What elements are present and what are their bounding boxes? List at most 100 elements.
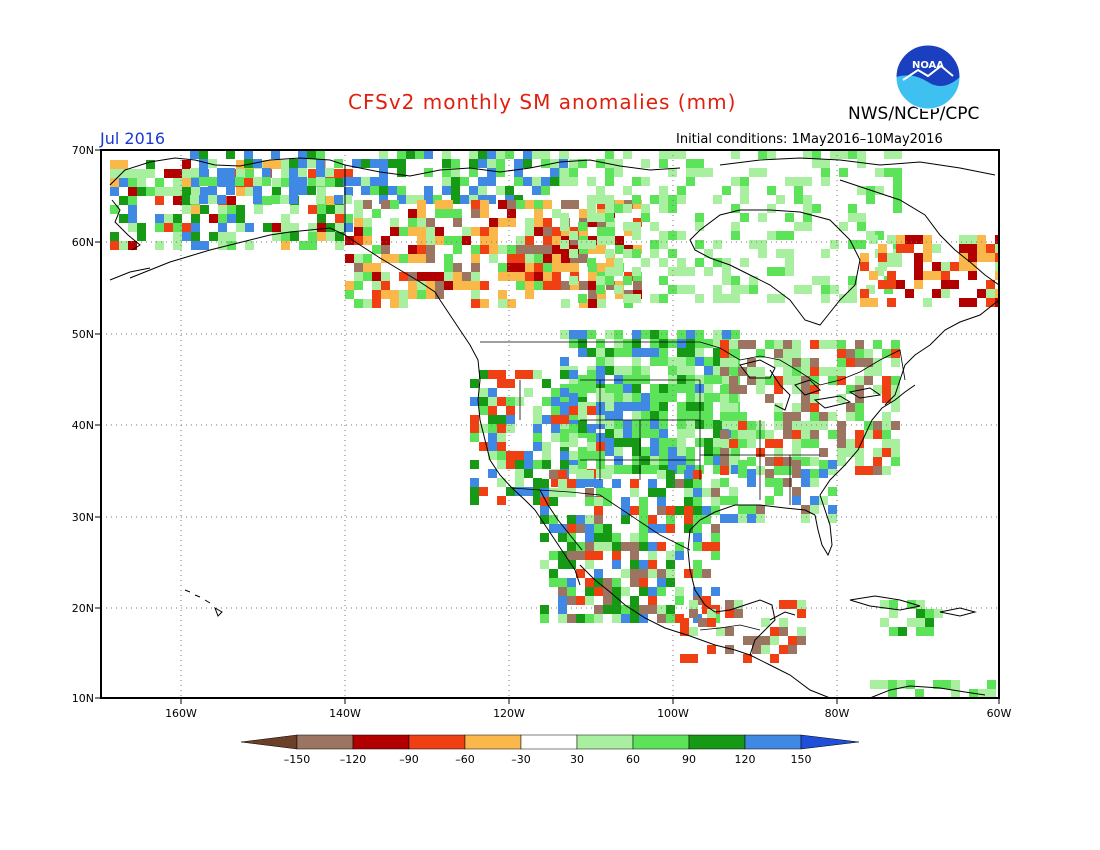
anomaly-cell (363, 299, 372, 308)
anomaly-cell (612, 533, 621, 542)
anomaly-cell (533, 460, 542, 469)
anomaly-cell (896, 235, 905, 244)
anomaly-cell (855, 385, 864, 394)
anomaly-cell (262, 177, 271, 186)
anomaly-cell (623, 384, 632, 393)
anomaly-cell (263, 160, 272, 169)
anomaly-cell (469, 168, 478, 177)
anomaly-cell (525, 281, 534, 290)
anomaly-cell (399, 254, 408, 263)
anomaly-cell (695, 357, 704, 366)
anomaly-cell (810, 430, 819, 439)
anomaly-cell (686, 159, 695, 168)
anomaly-cell (208, 159, 217, 168)
anomaly-cell (650, 420, 659, 429)
anomaly-cell (533, 478, 542, 487)
anomaly-cell (810, 505, 819, 514)
anomaly-cell (594, 524, 603, 533)
anomaly-cell (828, 514, 837, 523)
anomaly-cell (803, 195, 812, 204)
anomaly-cell (675, 542, 684, 551)
anomaly-cell (614, 420, 623, 429)
anomaly-cell (550, 177, 559, 186)
anomaly-cell (460, 177, 469, 186)
anomaly-cell (507, 263, 516, 272)
anomaly-cell (453, 272, 462, 281)
anomaly-cell (471, 281, 480, 290)
anomaly-cell (905, 235, 914, 244)
anomaly-cell (146, 169, 155, 178)
anomaly-cell (110, 232, 119, 241)
anomaly-cell (585, 560, 594, 569)
anomaly-cell (576, 569, 585, 578)
anomaly-cell (191, 178, 200, 187)
anomaly-cell (720, 412, 729, 421)
initial-conditions-label: Initial conditions: 1May2016–10May2016 (676, 132, 943, 147)
anomaly-cell (641, 402, 650, 411)
anomaly-cell (164, 187, 173, 196)
anomaly-cell (819, 496, 828, 505)
anomaly-cell (524, 487, 533, 496)
anomaly-cell (182, 178, 191, 187)
anomaly-cell (792, 358, 801, 367)
anomaly-cell (776, 267, 785, 276)
anomaly-cell (585, 497, 594, 506)
anomaly-cell (570, 263, 579, 272)
anomaly-cell (738, 385, 747, 394)
colorbar-bin (464, 734, 522, 750)
anomaly-cell (623, 429, 632, 438)
anomaly-cell (262, 168, 271, 177)
anomaly-cell (855, 448, 864, 457)
anomaly-cell (110, 178, 119, 187)
anomaly-cell (731, 447, 740, 456)
anomaly-cell (659, 294, 668, 303)
anomaly-cell (810, 496, 819, 505)
anomaly-cell (372, 263, 381, 272)
anomaly-cell (801, 376, 810, 385)
anomaly-cell (641, 330, 650, 339)
anomaly-cell (623, 249, 632, 258)
anomaly-cell (633, 272, 642, 281)
anomaly-cell (281, 160, 290, 169)
anomaly-cell (666, 524, 675, 533)
anomaly-cell (442, 177, 451, 186)
anomaly-cell (471, 290, 480, 299)
anomaly-cell (596, 469, 605, 478)
anomaly-cell (524, 388, 533, 397)
anomaly-cell (767, 294, 776, 303)
anomaly-cell (560, 415, 569, 424)
anomaly-cell (668, 150, 677, 159)
anomaly-cell (561, 299, 570, 308)
anomaly-cell (848, 213, 857, 222)
anomaly-cell (686, 330, 695, 339)
anomaly-cell (995, 289, 999, 298)
anomaly-cell (695, 438, 704, 447)
anomaly-cell (882, 385, 891, 394)
anomaly-cell (551, 388, 560, 397)
colorbar-tick-label: –60 (455, 753, 475, 766)
anomaly-cell (632, 222, 641, 231)
anomaly-cell (451, 168, 460, 177)
anomaly-cell (666, 614, 675, 623)
anomaly-cell (758, 150, 767, 159)
anomaly-cell (191, 232, 200, 241)
chart-title: CFSv2 monthly SM anomalies (mm) (348, 90, 737, 114)
anomaly-cell (693, 470, 702, 479)
anomaly-cell (614, 366, 623, 375)
anomaly-cell (623, 339, 632, 348)
anomaly-cell (659, 402, 668, 411)
anomaly-cell (846, 448, 855, 457)
anomaly-cell (923, 271, 932, 280)
anomaly-cell (596, 159, 605, 168)
anomaly-cell (317, 232, 326, 241)
anomaly-cell (792, 349, 801, 358)
anomaly-cell (479, 442, 488, 451)
anomaly-cell (986, 298, 995, 307)
anomaly-cell (738, 514, 747, 523)
anomaly-cell (408, 245, 417, 254)
anomaly-cell (675, 614, 684, 623)
anomaly-cell (659, 186, 668, 195)
anomaly-cell (770, 654, 779, 663)
anomaly-cell (585, 587, 594, 596)
